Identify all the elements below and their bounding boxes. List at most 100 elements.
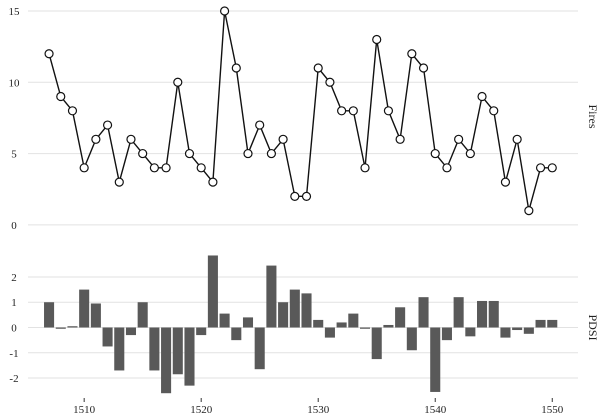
pdsi-bar	[395, 307, 406, 328]
pdsi-bar	[184, 327, 195, 386]
pdsi-bar	[359, 327, 371, 329]
pdsi-bar	[90, 303, 101, 328]
pdsi-bar	[430, 327, 441, 392]
fires-data-point	[91, 134, 101, 144]
pdsi-bar	[125, 327, 137, 336]
fires-data-point	[383, 106, 394, 116]
fires-data-point	[255, 120, 265, 130]
fires-y-tick-label: 15	[9, 6, 21, 18]
fires-data-point	[149, 163, 159, 173]
pdsi-bar	[207, 255, 218, 328]
pdsi-bar	[44, 302, 55, 328]
year-tick-label: 1530	[307, 404, 330, 416]
fires-y-tick-labels: 0 5 10 15	[9, 6, 21, 232]
pdsi-bar	[172, 327, 183, 375]
fires-data-point	[489, 106, 499, 116]
fires-data-point	[395, 134, 405, 144]
pdsi-bar	[254, 327, 265, 370]
pdsi-y-tick-labels: -2 -1 0 1 2	[9, 272, 18, 385]
pdsi-bar	[196, 327, 207, 336]
fires-data-point	[79, 163, 89, 173]
pdsi-y-tick-label: -1	[9, 348, 18, 360]
pdsi-bar	[161, 327, 172, 394]
fires-series-line	[48, 10, 553, 211]
fires-data-point	[301, 191, 312, 201]
year-tick-label: 1520	[190, 404, 213, 416]
pdsi-bar	[512, 327, 523, 331]
fires-data-point	[313, 63, 323, 73]
pdsi-bar	[242, 317, 254, 328]
fires-data-point	[524, 206, 534, 216]
pdsi-bar	[102, 327, 113, 347]
fires-data-point	[161, 163, 171, 173]
fires-data-point	[442, 163, 452, 173]
pdsi-bar	[301, 293, 312, 328]
pdsi-y-tick-label: 0	[11, 323, 17, 335]
fires-data-point	[67, 106, 78, 116]
fires-data-point	[278, 134, 288, 144]
fires-panel: 0 5 10 15 Fires	[9, 6, 600, 232]
pdsi-bar	[149, 327, 160, 371]
fires-data-point	[208, 177, 218, 187]
fires-y-tick-label: 10	[9, 77, 21, 89]
fires-y-tick-label: 0	[11, 220, 17, 232]
pdsi-y-tick-label: -2	[9, 373, 18, 385]
pdsi-bar	[441, 327, 452, 341]
fires-data-point	[465, 148, 475, 159]
fires-data-point	[418, 63, 429, 73]
year-x-axis: 1510 1520 1530 1540 1550	[73, 398, 564, 416]
fires-data-point	[243, 148, 253, 159]
pdsi-bar	[278, 302, 289, 328]
pdsi-bar	[313, 319, 324, 328]
year-tick-label: 1510	[73, 404, 96, 416]
fires-data-point	[372, 34, 382, 45]
pdsi-bar	[453, 297, 464, 328]
fires-data-point	[500, 177, 511, 187]
fires-data-point	[348, 106, 358, 116]
fires-data-point	[360, 163, 370, 173]
pdsi-panel: -2 -1 0 1 2 PDSI 1510 1520 1530 1540 1550	[9, 255, 600, 416]
pdsi-bar	[67, 326, 78, 328]
pdsi-bar	[465, 327, 476, 337]
fires-axis-label: Fires	[586, 105, 600, 129]
pdsi-axis-label: PDSI	[586, 314, 600, 340]
fires-data-point	[512, 134, 522, 144]
pdsi-bar	[488, 300, 499, 328]
fires-data-point	[535, 163, 546, 173]
fires-data-point	[231, 63, 241, 73]
pdsi-bar	[266, 265, 277, 328]
pdsi-bar	[383, 324, 394, 328]
fires-data-point	[126, 134, 136, 144]
pdsi-bar	[500, 327, 511, 338]
pdsi-bar	[219, 313, 230, 328]
pdsi-bar	[55, 327, 66, 329]
fires-data-point	[290, 191, 300, 201]
pdsi-bar	[371, 327, 382, 360]
fires-data-point	[102, 120, 113, 130]
fires-data-point	[454, 134, 464, 144]
fires-data-point	[337, 106, 347, 116]
fires-data-point	[430, 148, 440, 159]
fires-data-point	[173, 77, 183, 87]
fires-data-point	[407, 49, 417, 59]
pdsi-bar	[137, 302, 148, 328]
pdsi-bar	[477, 300, 488, 328]
pdsi-bar	[348, 313, 359, 328]
pdsi-y-tick-label: 2	[11, 272, 17, 284]
pdsi-bar	[406, 327, 417, 351]
pdsi-bar	[336, 322, 347, 328]
fires-data-point	[184, 148, 195, 159]
fires-y-tick-label: 5	[11, 149, 17, 161]
pdsi-bar	[231, 327, 242, 341]
pdsi-bar	[114, 327, 125, 371]
fires-data-point	[138, 148, 148, 159]
fires-data-point	[196, 163, 206, 173]
year-tick-label: 1550	[541, 404, 564, 416]
fires-data-point	[114, 177, 124, 187]
pdsi-y-tick-label: 1	[11, 297, 17, 309]
pdsi-bars	[44, 255, 558, 394]
pdsi-bar	[535, 319, 546, 328]
fires-data-point	[56, 91, 66, 102]
fires-data-point	[44, 49, 54, 59]
